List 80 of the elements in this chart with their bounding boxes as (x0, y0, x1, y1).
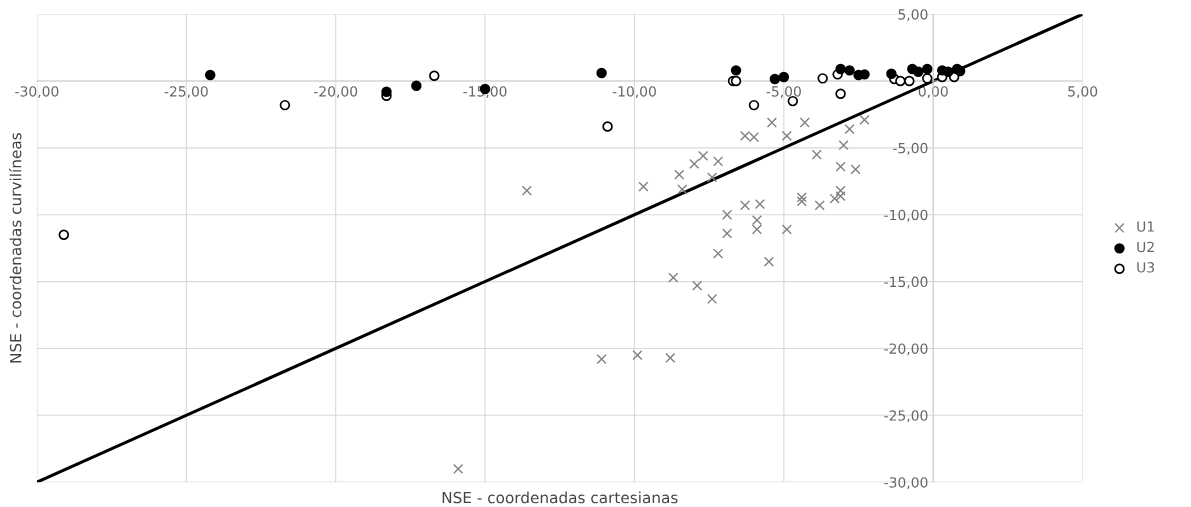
point (632, 350, 643, 361)
point (674, 169, 685, 180)
x-tick-label: 5,00 (1068, 86, 1098, 99)
point (638, 181, 649, 192)
point (521, 185, 532, 196)
point (730, 65, 742, 76)
point (835, 161, 846, 172)
point (922, 63, 933, 75)
point (429, 70, 440, 81)
point (811, 149, 822, 160)
point (602, 121, 613, 132)
point (844, 124, 855, 135)
point (381, 86, 392, 97)
point (766, 117, 777, 128)
point (781, 224, 792, 235)
point (692, 280, 703, 291)
point (453, 463, 464, 474)
point (835, 63, 846, 75)
point (58, 229, 70, 241)
y-tick-label: -15,00 (884, 276, 928, 289)
point (922, 73, 933, 84)
y-axis-title: NSE - coordenadas curvilíneas (8, 133, 22, 363)
x-tick-label: -20,00 (313, 86, 358, 99)
point (754, 198, 766, 210)
point (721, 209, 733, 220)
point (596, 67, 607, 79)
x-axis-title: NSE - coordenadas cartesianas (442, 491, 678, 504)
point (713, 248, 724, 259)
legend-label: U3 (1137, 262, 1155, 273)
y-tick-label: -5,00 (893, 142, 928, 155)
point (781, 130, 792, 141)
point (204, 69, 216, 81)
point (721, 228, 733, 239)
x-tick-label: -30,00 (15, 86, 59, 99)
y-tick-label: -25,00 (884, 410, 928, 423)
point (668, 272, 679, 283)
point (751, 215, 763, 226)
y-tick-label: -30,00 (884, 477, 928, 490)
point (677, 184, 688, 195)
legend-label: U2 (1137, 241, 1154, 253)
point (698, 150, 709, 162)
point (913, 66, 924, 77)
point (707, 293, 718, 305)
point (895, 75, 906, 87)
point (748, 99, 760, 111)
point (279, 99, 291, 111)
point (796, 196, 807, 207)
legend-label: U1 (1137, 221, 1154, 232)
point (769, 73, 781, 85)
point (665, 352, 676, 363)
point (904, 75, 915, 87)
point (814, 200, 825, 211)
point (844, 65, 855, 76)
point (689, 158, 700, 170)
point (763, 256, 774, 267)
point (799, 117, 810, 128)
point (835, 88, 846, 99)
point (796, 192, 807, 203)
point (850, 164, 861, 175)
point (838, 140, 849, 151)
point (739, 200, 751, 211)
point (713, 156, 724, 167)
point (707, 172, 718, 183)
point (751, 224, 763, 235)
y-tick-label: -10,00 (884, 209, 928, 222)
x-tick-label: -25,00 (164, 86, 208, 99)
point (859, 114, 870, 125)
point (835, 190, 846, 202)
point (829, 193, 840, 204)
point (886, 68, 897, 79)
point (778, 71, 790, 83)
point (411, 80, 422, 91)
y-tick-label: -20,00 (884, 343, 928, 356)
point (596, 354, 607, 365)
x-tick-label: -10,00 (612, 86, 656, 99)
x-tick-label: 0,00 (918, 86, 948, 99)
point (835, 185, 846, 196)
x-tick-label: -5,00 (766, 86, 801, 99)
point (817, 73, 828, 84)
y-tick-label: 5,00 (898, 9, 928, 22)
